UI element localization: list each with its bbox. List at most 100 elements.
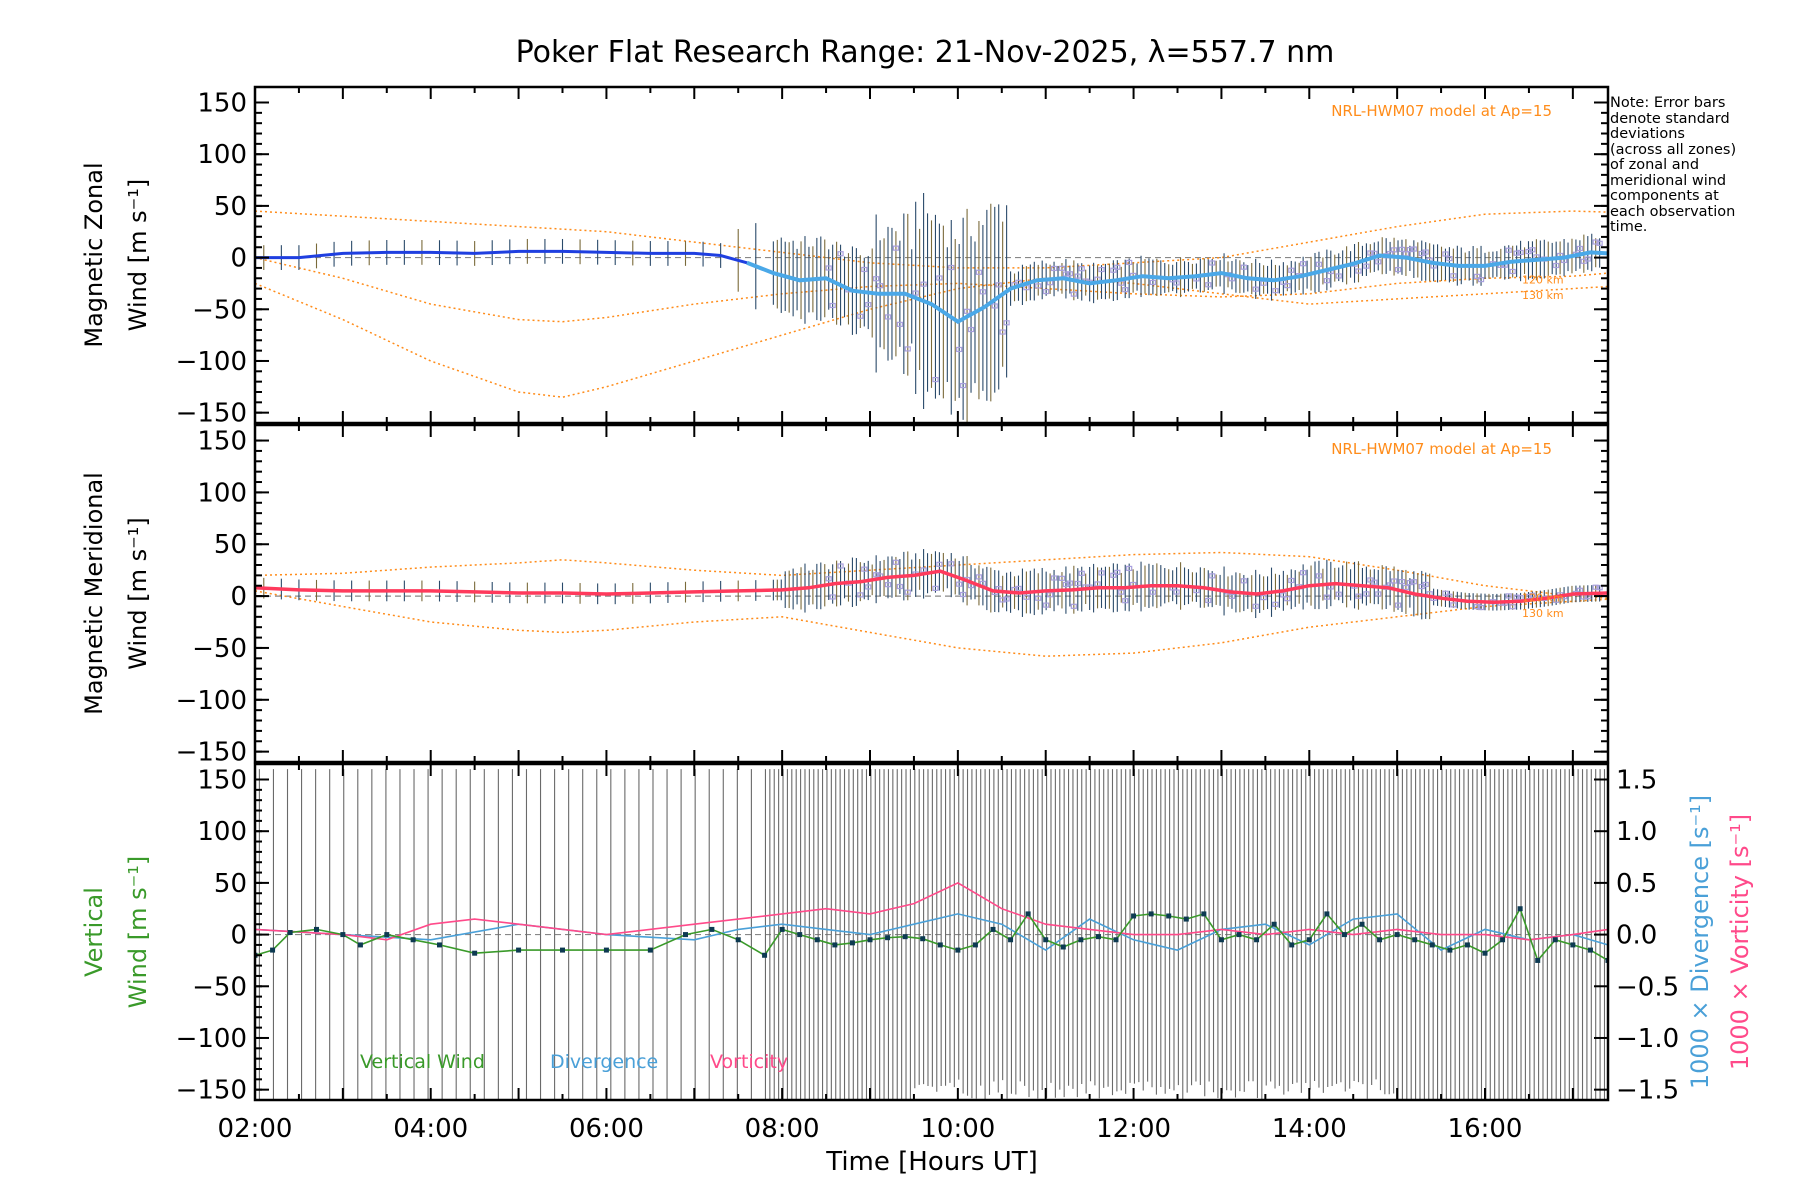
vertical-wind-point xyxy=(1271,921,1277,927)
zone-sample xyxy=(873,572,880,578)
model-curve xyxy=(255,256,1608,323)
vertical-wind-point xyxy=(885,935,891,941)
note-line: each observation xyxy=(1610,203,1736,220)
zone-sample xyxy=(1035,283,1042,289)
vertical-wind-point xyxy=(1359,921,1365,927)
zone-sample xyxy=(1402,584,1410,591)
vertical-wind-point xyxy=(1587,947,1593,953)
zone-sample xyxy=(1043,602,1050,608)
ytick-label: −150 xyxy=(176,399,247,429)
vertical-wind-point xyxy=(1148,911,1154,917)
zone-sample xyxy=(1094,581,1101,587)
zone-sample xyxy=(1098,266,1105,273)
zone-sample xyxy=(1300,570,1307,576)
zone-sample xyxy=(1398,578,1406,585)
vertical-wind-point xyxy=(902,934,908,940)
zone-sample xyxy=(932,376,939,383)
ytick-label: −50 xyxy=(192,972,247,1002)
vertical-wind-point xyxy=(1517,906,1523,912)
note-line: of zonal and xyxy=(1610,157,1700,173)
zone-sample xyxy=(1576,245,1583,252)
zone-sample xyxy=(1118,589,1125,595)
zone-sample xyxy=(1450,602,1457,608)
zone-sample xyxy=(1505,593,1512,599)
vertical-wind-point xyxy=(797,932,803,938)
vertical-wind-point xyxy=(1008,937,1014,943)
zone-sample xyxy=(920,567,927,573)
zone-sample xyxy=(904,346,911,352)
zone-sample xyxy=(877,283,884,289)
zone-sample xyxy=(1300,261,1307,267)
model-curve xyxy=(255,590,1608,657)
zone-sample xyxy=(1288,577,1295,584)
zone-sample xyxy=(1209,573,1216,579)
zone-sample xyxy=(861,566,868,572)
zone-sample xyxy=(1394,266,1402,273)
ytick-label: 150 xyxy=(197,427,247,457)
zone-sample xyxy=(1280,592,1287,598)
zone-sample xyxy=(1043,288,1050,295)
zone-sample xyxy=(884,582,892,588)
vertical-wind-point xyxy=(1324,911,1330,917)
zone-sample xyxy=(912,290,919,296)
zone-sample xyxy=(1450,273,1457,279)
xtick-label: 10:00 xyxy=(920,1114,995,1144)
zone-sample xyxy=(1205,597,1212,604)
zone-sample xyxy=(1422,249,1429,255)
zone-sample xyxy=(1240,578,1247,584)
zone-sample xyxy=(1110,267,1117,273)
zone-sample xyxy=(1003,320,1010,326)
zone-sample xyxy=(1473,604,1481,610)
zone-sample xyxy=(857,313,864,319)
xtick-label: 12:00 xyxy=(1096,1114,1171,1144)
vertical-wind-point xyxy=(814,937,820,943)
legend-vorticity: Vorticity xyxy=(710,1051,788,1073)
ylabel-line1: Vertical xyxy=(80,887,108,977)
vertical-wind-point xyxy=(1552,937,1558,943)
vertical-wind-point xyxy=(384,932,390,938)
vertical-wind-point xyxy=(1043,937,1049,943)
vertical-wind-point xyxy=(1113,937,1119,943)
divergence-axis-label: 1000 × Divergence [s⁻¹] xyxy=(1686,795,1714,1089)
right-ytick-label: 1.5 xyxy=(1616,766,1657,796)
ytick-label: 50 xyxy=(214,869,247,899)
zone-sample xyxy=(1473,273,1481,279)
right-ytick-label: 0.0 xyxy=(1616,921,1657,951)
zone-sample xyxy=(837,563,844,569)
zone-sample xyxy=(1509,268,1516,275)
zone-sample xyxy=(999,329,1006,335)
zone-sample xyxy=(936,561,943,567)
zone-sample xyxy=(1315,261,1323,267)
ytick-label: 100 xyxy=(197,478,247,508)
zone-sample xyxy=(1114,264,1121,270)
zone-sample xyxy=(1260,594,1267,601)
altitude-label-120: 120 km xyxy=(1522,591,1564,604)
vertical-wind-point xyxy=(270,947,276,953)
zone-sample xyxy=(1066,271,1073,277)
vertical-wind-point xyxy=(1060,944,1066,950)
ytick-label: −100 xyxy=(176,1024,247,1054)
note-line: Note: Error bars xyxy=(1610,95,1726,111)
ytick-label: −50 xyxy=(192,295,247,325)
vertical-wind-point xyxy=(1570,942,1576,948)
zone-sample xyxy=(975,269,983,275)
zone-sample xyxy=(857,592,864,598)
vertical-wind-point xyxy=(1447,947,1453,953)
zone-sample xyxy=(1114,569,1121,575)
zone-sample xyxy=(963,308,971,314)
axis-frame xyxy=(253,423,1610,764)
vertical-wind-point xyxy=(1095,934,1101,940)
model-label: NRL-HWM07 model at Ap=15 xyxy=(1331,102,1552,120)
ytick-label: −150 xyxy=(176,738,247,768)
zone-sample xyxy=(1406,579,1413,586)
ytick-label: 0 xyxy=(230,244,247,274)
ytick-label: 50 xyxy=(214,192,247,222)
zone-sample xyxy=(1513,250,1520,256)
zone-sample xyxy=(1050,265,1058,272)
zone-sample xyxy=(1513,594,1520,600)
vorticity-axis-label: 1000 × Vorticity [s⁻¹] xyxy=(1726,814,1754,1070)
zone-sample xyxy=(1596,240,1603,246)
vertical-wind-point xyxy=(937,942,943,948)
zone-sample xyxy=(948,561,955,567)
vertical-wind-point xyxy=(1078,937,1084,943)
